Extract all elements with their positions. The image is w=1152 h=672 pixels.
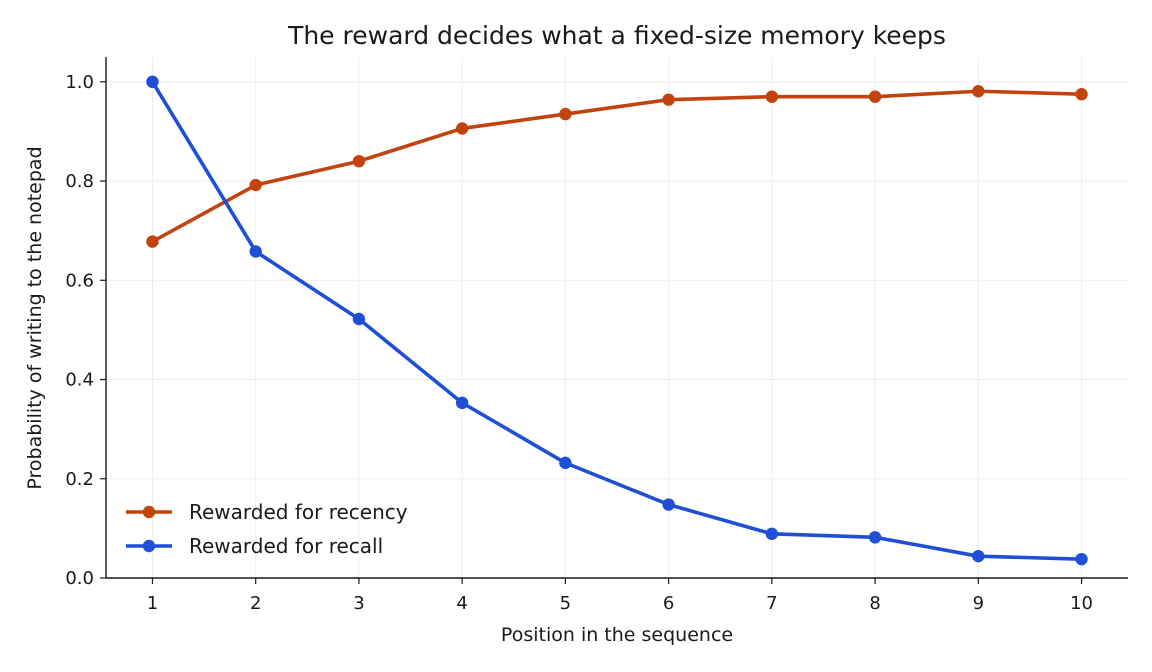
series-line [150, 89, 1084, 244]
x-tick-label: 3 [353, 593, 364, 614]
x-tick-label: 10 [1070, 593, 1093, 614]
y-axis-label: Probability of writing to the notepad [24, 146, 46, 489]
x-tick-label: 9 [973, 593, 984, 614]
data-point [146, 235, 159, 248]
series-recency [146, 85, 1088, 248]
data-point [765, 90, 779, 103]
data-point [559, 456, 572, 470]
data-point [559, 107, 572, 121]
data-point [972, 85, 985, 98]
x-tick-label: 8 [869, 593, 880, 614]
x-tick-label: 6 [663, 593, 674, 614]
data-point [1075, 552, 1088, 566]
data-point [765, 527, 779, 541]
y-axis-ticks: 0.0 0.2 0.4 0.6 0.8 1.0 [65, 72, 106, 589]
legend-entry: Rewarded for recall [126, 534, 383, 558]
x-tick-label: 1 [147, 593, 158, 614]
legend-label: Rewarded for recency [189, 500, 408, 524]
x-tick-label: 4 [456, 593, 467, 614]
series-line [150, 80, 1084, 561]
data-point [146, 75, 159, 89]
axes [105, 57, 1128, 579]
y-tick-label: 0.8 [65, 171, 94, 192]
data-point [352, 155, 366, 168]
y-tick-label: 0.2 [65, 469, 94, 490]
x-axis-ticks: 1 2 3 4 5 6 7 8 9 10 [147, 578, 1093, 614]
data-point [662, 93, 675, 106]
data-point [972, 549, 985, 563]
legend: Rewarded for recency Rewarded for recall [126, 500, 408, 558]
series-recall [146, 75, 1088, 566]
data-point [868, 90, 882, 103]
x-tick-label: 7 [766, 593, 777, 614]
y-tick-label: 0.0 [65, 568, 94, 589]
series-layer [146, 75, 1088, 566]
y-tick-label: 0.4 [65, 370, 94, 391]
legend-swatch-marker [142, 539, 156, 553]
y-tick-label: 0.6 [65, 270, 94, 291]
legend-entry: Rewarded for recency [126, 500, 408, 524]
data-point [455, 396, 469, 410]
data-point [455, 122, 469, 135]
data-point [1075, 88, 1088, 101]
legend-swatch-marker [142, 505, 156, 519]
data-point [249, 178, 262, 192]
x-tick-label: 5 [560, 593, 571, 614]
data-point [868, 531, 882, 544]
x-axis-label: Position in the sequence [501, 624, 733, 646]
chart-title: The reward decides what a fixed-size mem… [287, 21, 946, 50]
data-point [249, 245, 262, 258]
data-point [662, 498, 675, 511]
legend-label: Rewarded for recall [189, 534, 383, 558]
data-point [352, 312, 366, 326]
y-tick-label: 1.0 [65, 72, 94, 93]
x-tick-label: 2 [250, 593, 261, 614]
